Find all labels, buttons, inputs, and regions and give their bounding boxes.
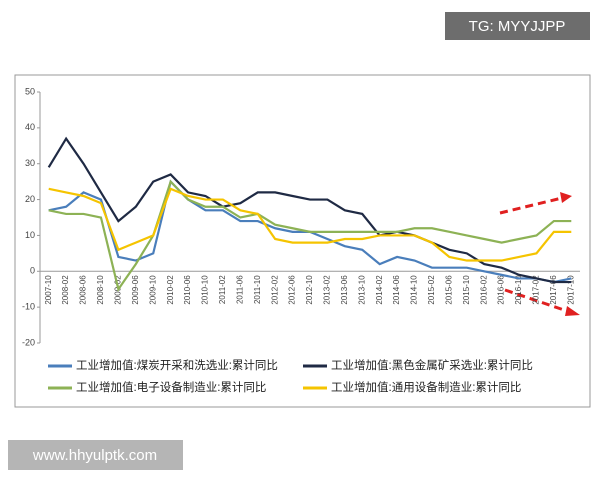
y-tick-label: 50 (25, 86, 35, 96)
y-tick-label: 0 (30, 266, 35, 276)
x-tick-label: 2016-10 (514, 275, 523, 305)
x-tick-label: 2013-06 (340, 275, 349, 305)
x-tick-label: 2016-06 (497, 275, 506, 305)
x-tick-label: 2012-10 (305, 275, 314, 305)
x-tick-label: 2013-10 (357, 275, 366, 305)
x-tick-label: 2010-02 (166, 275, 175, 305)
y-tick-label: 40 (25, 122, 35, 132)
x-tick-label: 2010-06 (183, 275, 192, 305)
legend-label: 工业增加值:通用设备制造业:累计同比 (331, 380, 521, 394)
x-tick-label: 2014-10 (410, 275, 419, 305)
legend-label: 工业增加值:电子设备制造业:累计同比 (76, 380, 266, 394)
y-tick-label: -20 (22, 337, 35, 347)
x-tick-label: 2008-10 (96, 275, 105, 305)
x-tick-label: 2012-02 (270, 275, 279, 305)
line-series (47, 136, 572, 284)
x-tick-label: 2014-02 (375, 275, 384, 305)
line-series (48, 179, 572, 292)
x-tick-label: 2012-06 (288, 275, 297, 305)
x-tick-label: 2015-10 (462, 275, 471, 305)
watermark-box (445, 12, 590, 40)
x-tick-label: 2017-06 (549, 275, 558, 305)
x-tick-label: 2011-02 (218, 275, 227, 304)
watermark-box (8, 440, 183, 470)
x-tick-label: 2017-02 (532, 275, 541, 305)
arrow (499, 196, 563, 215)
chart-frame (14, 74, 591, 408)
x-tick-label: 2010-10 (201, 275, 210, 305)
x-tick-label: 2011-10 (253, 275, 262, 304)
x-tick-label: 2011-06 (235, 275, 244, 304)
arrow (504, 288, 571, 314)
x-tick-label: 2013-02 (323, 275, 332, 305)
x-tick-label: 2009-10 (148, 275, 157, 305)
x-tick-label: 2008-06 (79, 275, 88, 305)
arrow-head (560, 192, 572, 203)
y-tick-label: 10 (25, 230, 35, 240)
legend-label: 工业增加值:黑色金属矿采选业:累计同比 (331, 358, 533, 372)
x-tick-label: 2015-06 (444, 275, 453, 305)
y-tick-label: -10 (22, 302, 35, 312)
x-tick-label: 2008-02 (61, 275, 70, 305)
watermark: www.hhyulptk.com (32, 447, 157, 464)
watermark: TG: MYYJJPP (469, 18, 566, 35)
x-tick-label: 2017-10 (566, 275, 575, 305)
arrow-head (565, 306, 580, 316)
x-tick-label: 2015-02 (427, 275, 436, 305)
x-tick-label: 2014-06 (392, 275, 401, 305)
x-tick-label: 2007-10 (44, 275, 53, 305)
annotation-arrows (499, 196, 571, 314)
y-tick-label: 30 (25, 158, 35, 168)
y-tick-label: 20 (25, 194, 35, 204)
x-tick-label: 2009-06 (131, 275, 140, 305)
line-series (48, 187, 572, 262)
x-tick-label: 2016-02 (479, 275, 488, 305)
legend-label: 工业增加值:煤炭开采和洗选业:累计同比 (76, 358, 278, 372)
